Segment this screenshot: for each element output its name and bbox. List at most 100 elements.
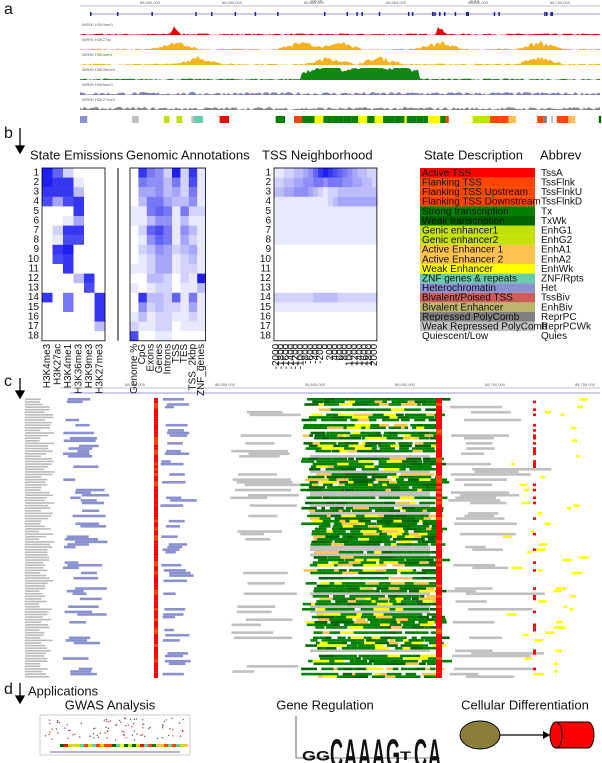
segmentation: [147, 116, 151, 123]
segment: [70, 672, 97, 676]
row-label-block: [25, 556, 50, 559]
heatmap-cell: [372, 196, 378, 207]
segment: [412, 569, 417, 572]
segment: [415, 667, 426, 671]
segment: [165, 423, 188, 427]
segment: [436, 400, 442, 404]
segmentation: [598, 116, 602, 123]
segment: [81, 509, 100, 513]
segment: [331, 473, 341, 476]
column-label: 800: [340, 343, 351, 360]
heatmap-cell: [94, 244, 106, 255]
segment: [421, 672, 430, 676]
segment: [345, 519, 350, 523]
segment: [414, 506, 431, 510]
segment: [354, 423, 371, 427]
heatmap-cell: [188, 168, 198, 178]
segment: [330, 620, 341, 624]
state-abbrev: Tx: [541, 206, 552, 217]
segment: [344, 416, 350, 419]
row-label-block: [25, 561, 44, 564]
heatmap-cell: [332, 292, 338, 303]
heatmap-cell: [367, 254, 373, 265]
heatmap-cell: [84, 216, 95, 226]
heatmap-cell: [94, 187, 106, 197]
segment: [415, 444, 432, 448]
segment: [399, 468, 406, 471]
segment: [421, 403, 439, 406]
segment: [449, 672, 479, 676]
panel-label: c: [4, 373, 12, 390]
segment: [417, 488, 422, 492]
segment: [312, 400, 324, 404]
segment: [378, 535, 393, 538]
segment: [407, 618, 419, 621]
segmentation: [229, 116, 239, 123]
gwas-dot: [49, 722, 51, 725]
segment: [370, 620, 380, 624]
segment: [429, 486, 443, 489]
segment: [400, 600, 407, 603]
heatmap-cell: [274, 225, 280, 236]
segment: [154, 486, 158, 489]
segment: [555, 649, 562, 653]
segment: [68, 455, 93, 458]
gwas-state: [168, 744, 172, 747]
segment: [402, 646, 411, 650]
segment: [436, 571, 442, 575]
segment: [396, 620, 401, 624]
heatmap-cell: [155, 168, 164, 178]
heatmap-cell: [327, 283, 333, 293]
segment: [322, 496, 330, 500]
segment: [245, 618, 293, 621]
segment: [407, 514, 415, 518]
segment: [436, 480, 442, 484]
segment: [312, 426, 328, 430]
cell-undifferentiated: [459, 720, 501, 750]
heatmap-cell: [327, 302, 333, 313]
heatmap-cell: [288, 292, 294, 303]
segment: [314, 434, 326, 437]
segment: [365, 597, 371, 601]
heatmap-cell: [94, 168, 106, 178]
segment: [303, 423, 310, 427]
segment: [427, 538, 436, 541]
segment: [169, 571, 191, 575]
heatmap-cell: [138, 312, 147, 322]
segment: [65, 639, 88, 642]
segment: [533, 626, 536, 629]
segment: [423, 460, 439, 463]
segment: [423, 423, 439, 427]
segment: [348, 444, 365, 448]
segment: [436, 499, 442, 502]
segment: [317, 608, 326, 611]
segment: [384, 543, 392, 546]
row-label-block: [25, 577, 50, 579]
segment: [436, 455, 442, 458]
segment: [430, 667, 436, 671]
gwas-dot: [114, 739, 117, 741]
segment: [436, 610, 442, 614]
segment: [388, 558, 405, 562]
segment: [154, 633, 158, 637]
heatmap-cell: [42, 292, 53, 303]
segment: [402, 639, 409, 642]
heatmap-cell: [283, 216, 289, 226]
segment: [385, 675, 396, 678]
row-label-block: [25, 660, 48, 662]
segment: [426, 530, 443, 533]
segment: [338, 413, 354, 417]
row-label-block: [25, 489, 41, 491]
segment: [386, 436, 404, 440]
segment: [310, 553, 430, 557]
segment: [354, 558, 364, 562]
state-abbrev: EnhG2: [541, 235, 573, 246]
state-description: Active Enhancer 1: [422, 245, 504, 256]
segment: [338, 587, 348, 590]
segment: [417, 608, 429, 611]
segment: [436, 434, 442, 437]
segment: [166, 431, 190, 435]
heatmap-cell: [278, 264, 284, 274]
segment: [391, 636, 407, 640]
segment: [436, 421, 442, 424]
